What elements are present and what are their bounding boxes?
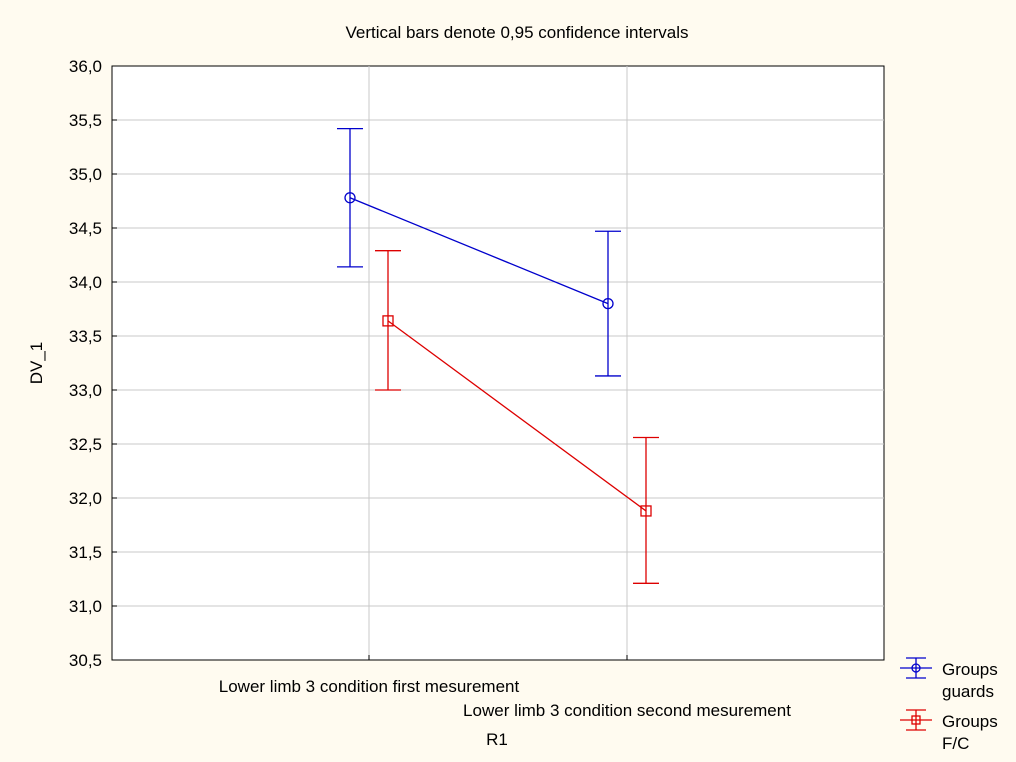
legend-item: Groups guards: [900, 657, 998, 701]
series-group: [337, 127, 621, 377]
grid-layer: [112, 66, 884, 660]
series-group: [375, 250, 659, 584]
x-tick-label: Lower limb 3 condition first mesurement: [219, 677, 520, 696]
legend-label: F/C: [942, 734, 969, 753]
data-point: [382, 315, 394, 327]
x-tick-label: Lower limb 3 condition second mesurement: [463, 701, 791, 720]
series-layer: [337, 127, 659, 584]
y-tick-layer: 30,5 31,0 31,5 32,0 32,5 33,0 33,5 34,0 34,5 35,0…: [69, 57, 117, 670]
series-line: [387, 320, 647, 512]
data-point: [640, 505, 652, 517]
y-tick-label: 33,5: [69, 327, 102, 346]
legend-label: Groups: [942, 712, 998, 731]
y-tick-label: 34,5: [69, 219, 102, 238]
data-point: [602, 297, 614, 310]
y-axis-label: DV_1: [27, 342, 46, 385]
y-tick-label: 31,5: [69, 543, 102, 562]
legend: Groups guards Groups F/C: [900, 657, 998, 753]
y-tick-label: 36,0: [69, 57, 102, 76]
plot-area: [111, 65, 885, 661]
y-tick-label: 32,0: [69, 489, 102, 508]
y-tick-label: 35,5: [69, 111, 102, 130]
y-tick-label: 33,0: [69, 381, 102, 400]
legend-label: Groups: [942, 660, 998, 679]
legend-marker: [911, 663, 921, 673]
legend-label: guards: [942, 682, 994, 701]
x-tick-layer: Lower limb 3 condition first mesurement L…: [219, 655, 791, 720]
y-tick-label: 30,5: [69, 651, 102, 670]
y-tick-label: 34,0: [69, 273, 102, 292]
legend-marker: [911, 715, 921, 725]
data-point: [344, 192, 356, 204]
chart-title: Vertical bars denote 0,95 confidence int…: [345, 23, 688, 42]
x-axis-label: R1: [486, 730, 508, 749]
y-tick-label: 31,0: [69, 597, 102, 616]
y-tick-label: 32,5: [69, 435, 102, 454]
legend-item: Groups F/C: [900, 709, 998, 753]
y-tick-label: 35,0: [69, 165, 102, 184]
series-line: [349, 197, 609, 305]
